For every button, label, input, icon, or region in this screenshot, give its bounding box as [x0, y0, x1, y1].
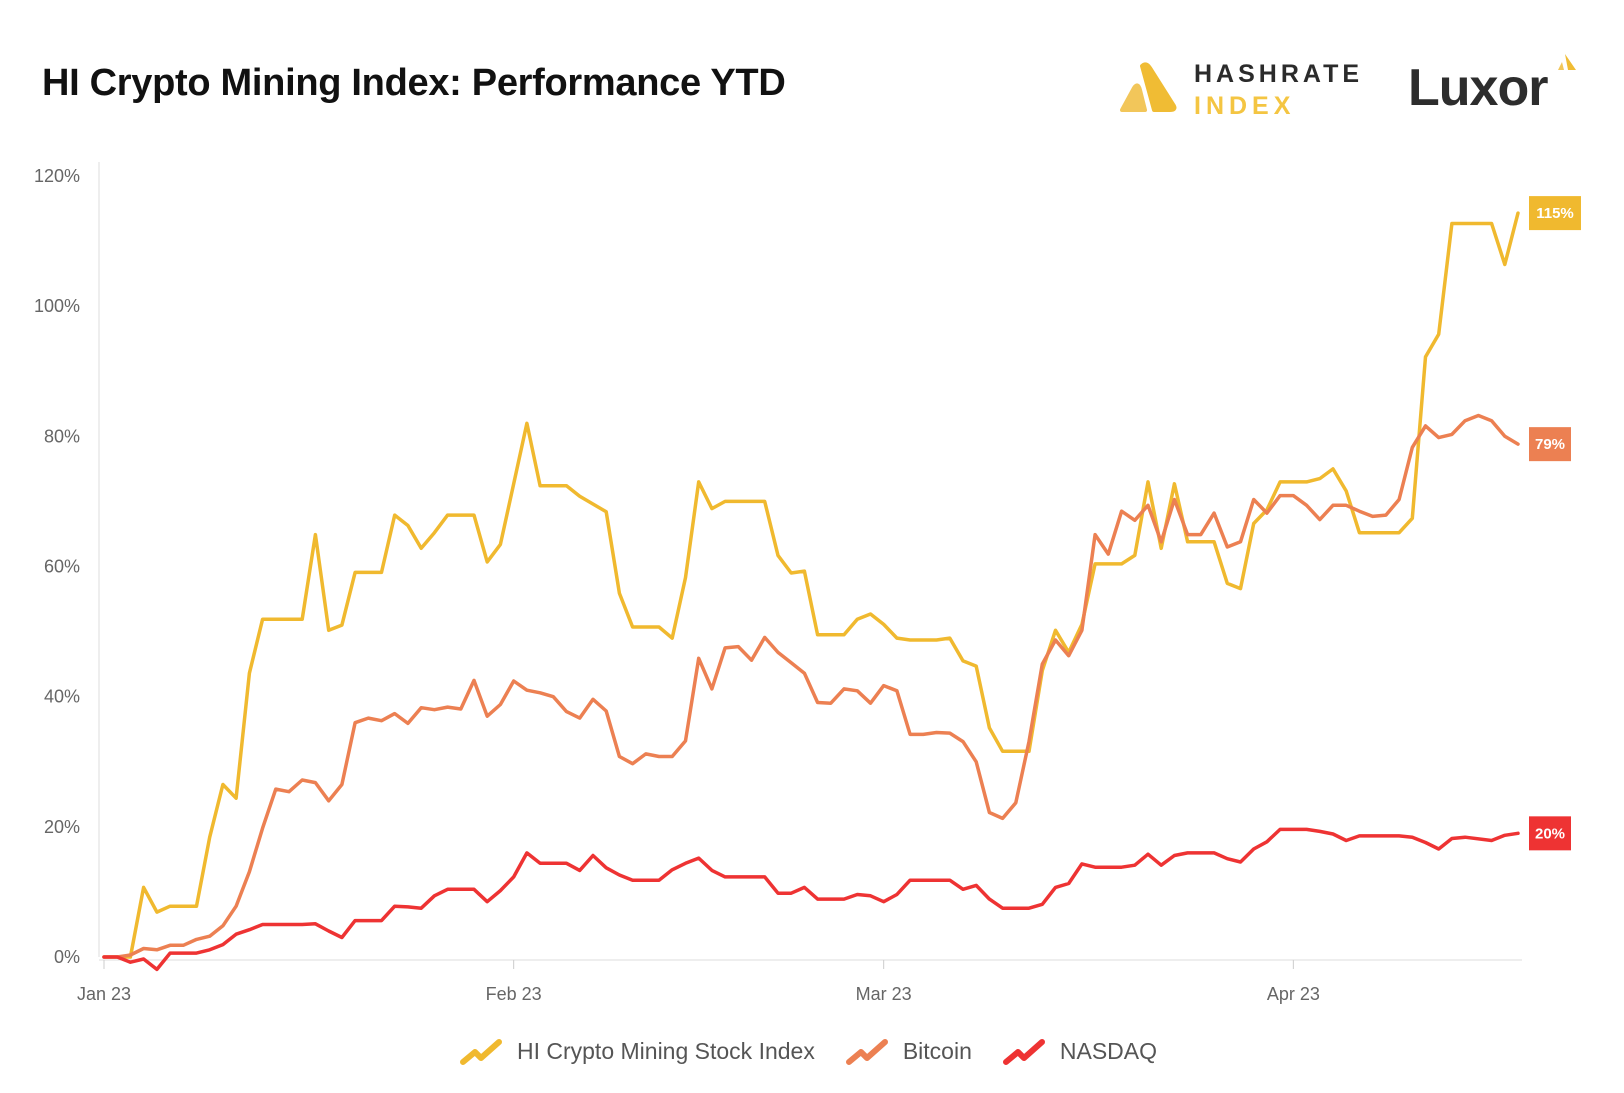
y-tick-label: 120%: [34, 166, 80, 186]
legend-label: NASDAQ: [1059, 1037, 1158, 1064]
y-tick-label: 0%: [54, 947, 80, 967]
end-label: 20%: [1535, 825, 1565, 842]
end-label: 79%: [1535, 436, 1565, 453]
y-tick-label: 40%: [44, 687, 80, 707]
end-label-box: [1529, 196, 1581, 231]
series-line-0: [102, 211, 1520, 959]
series-line-1: [102, 413, 1520, 959]
x-tick-label: Mar 23: [856, 984, 912, 1004]
end-label-box: [1529, 816, 1571, 851]
y-tick-label: 100%: [34, 296, 80, 316]
legend-label: Bitcoin: [902, 1037, 972, 1064]
x-tick-label: Jan 23: [77, 984, 131, 1004]
x-tick-label: Apr 23: [1267, 984, 1320, 1004]
legend-line-icon: [845, 1039, 888, 1065]
luxor-logo-icon: [1558, 54, 1576, 70]
luxor-logo: Luxor: [1408, 52, 1588, 122]
end-label-box: [1529, 427, 1571, 462]
end-label: 115%: [1536, 205, 1574, 222]
hashrate-index-logo-icon: [1120, 62, 1177, 112]
hashrate-word: HASHRATE: [1194, 60, 1364, 88]
x-tick-label: Feb 23: [486, 984, 542, 1004]
legend-item[interactable]: NASDAQ: [1002, 1036, 1157, 1066]
legend-item[interactable]: HI Crypto Mining Stock Index: [459, 1036, 815, 1066]
legend-item[interactable]: Bitcoin: [845, 1036, 972, 1066]
series-line-2: [102, 827, 1520, 972]
hashrate-index-logo: HASHRATE INDEX: [1112, 58, 1359, 128]
y-tick-label: 20%: [44, 817, 80, 837]
legend-line-icon: [459, 1039, 502, 1065]
legend-line-icon: [1002, 1039, 1045, 1065]
luxor-word: Luxor: [1408, 59, 1548, 117]
y-tick-label: 80%: [44, 426, 80, 446]
y-tick-label: 60%: [44, 557, 80, 577]
index-word: INDEX: [1194, 92, 1296, 120]
chart-title: HI Crypto Mining Index: Performance YTD: [42, 62, 786, 104]
legend-label: HI Crypto Mining Stock Index: [516, 1037, 815, 1064]
legend: HI Crypto Mining Stock Index Bitcoin NASDA…: [0, 1036, 1624, 1066]
